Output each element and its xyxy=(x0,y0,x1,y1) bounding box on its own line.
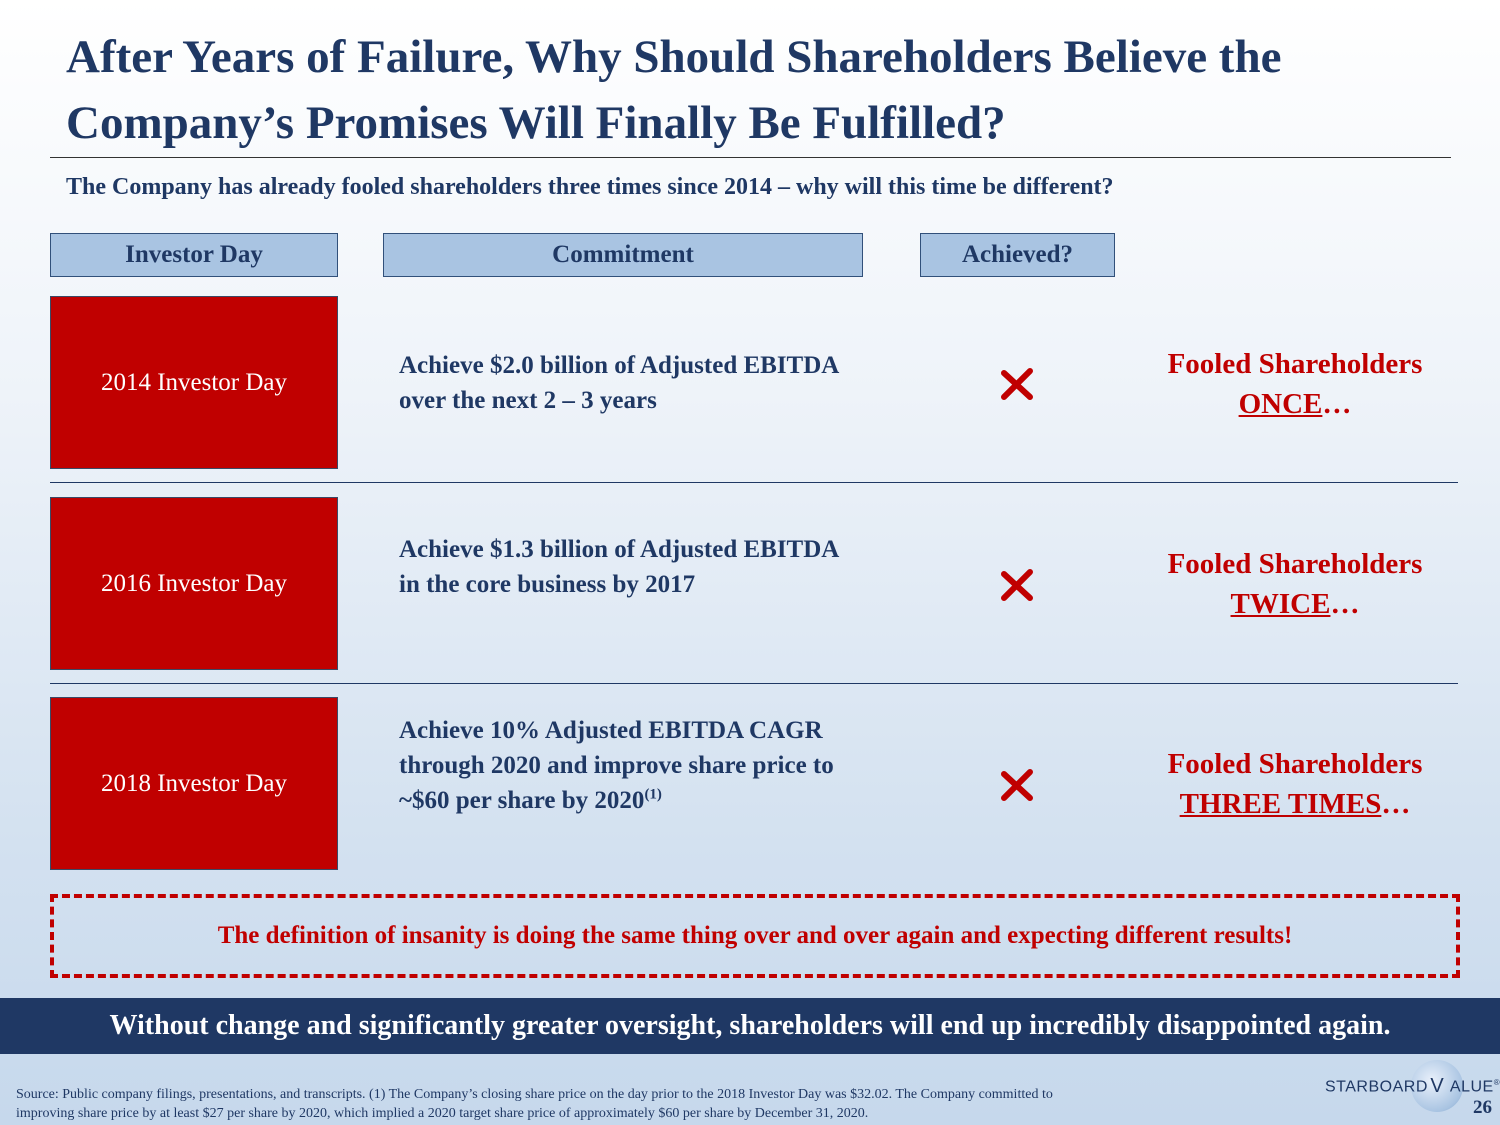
fooled-label-prefix: Fooled Shareholders xyxy=(1167,348,1423,380)
fooled-twice-label: Fooled Shareholders TWICE… xyxy=(1130,544,1460,624)
logo-word-right: ALUE xyxy=(1449,1078,1494,1096)
page-title: After Years of Failure, Why Should Share… xyxy=(66,24,1466,156)
row-divider xyxy=(50,683,1458,684)
footnote-marker: (1) xyxy=(644,786,662,803)
not-achieved-x-icon xyxy=(1001,769,1033,801)
page-number: 26 xyxy=(1473,1097,1492,1118)
subtitle: The Company has already fooled sharehold… xyxy=(66,174,1114,200)
fooled-count: TWICE xyxy=(1230,588,1331,620)
investor-day-2014-box: 2014 Investor Day xyxy=(50,296,338,469)
fooled-count: THREE TIMES xyxy=(1179,788,1382,820)
column-header-achieved: Achieved? xyxy=(920,233,1115,277)
fooled-ellipsis: … xyxy=(1322,388,1352,420)
title-line-2: Company’s Promises Will Finally Be Fulfi… xyxy=(66,97,1006,149)
logo-registered-mark: ® xyxy=(1493,1078,1500,1087)
insanity-quote: The definition of insanity is doing the … xyxy=(217,922,1293,949)
commitment-2018-text: Achieve 10% Adjusted EBITDA CAGR through… xyxy=(399,717,834,814)
fooled-once-label: Fooled Shareholders ONCE… xyxy=(1130,344,1460,424)
insanity-quote-box: The definition of insanity is doing the … xyxy=(50,894,1460,978)
column-header-investor-day: Investor Day xyxy=(50,233,338,277)
fooled-label-prefix: Fooled Shareholders xyxy=(1167,548,1423,580)
fooled-ellipsis: … xyxy=(1330,588,1360,620)
source-line-2: improving share price by at least $27 pe… xyxy=(16,1106,869,1121)
source-line-1: Source: Public company filings, presenta… xyxy=(16,1087,1053,1102)
logo-wordmark: STARBOARD ALUE® xyxy=(1325,1078,1500,1096)
fooled-three-times-label: Fooled Shareholders THREE TIMES… xyxy=(1130,744,1460,824)
investor-day-2018-box: 2018 Investor Day xyxy=(50,697,338,870)
not-achieved-x-icon xyxy=(1001,368,1033,400)
row-divider xyxy=(50,482,1458,483)
investor-day-2016-box: 2016 Investor Day xyxy=(50,497,338,670)
commitment-2018: Achieve 10% Adjusted EBITDA CAGR through… xyxy=(399,713,839,818)
commitment-2014: Achieve $2.0 billion of Adjusted EBITDA … xyxy=(399,352,838,414)
not-achieved-x-icon xyxy=(1001,569,1033,601)
fooled-ellipsis: … xyxy=(1381,788,1411,820)
starboard-value-logo: V STARBOARD ALUE® xyxy=(1325,1060,1500,1112)
fooled-count: ONCE xyxy=(1238,388,1323,420)
fooled-label-prefix: Fooled Shareholders xyxy=(1167,748,1423,780)
title-line-1: After Years of Failure, Why Should Share… xyxy=(66,31,1282,83)
logo-v-letter: V xyxy=(1430,1075,1444,1097)
column-header-commitment: Commitment xyxy=(383,233,863,277)
commitment-2016: Achieve $1.3 billion of Adjusted EBITDA … xyxy=(399,536,838,598)
conclusion-text: Without change and significantly greater… xyxy=(109,1010,1391,1041)
source-footnote: Source: Public company filings, presenta… xyxy=(16,1085,1236,1123)
title-divider xyxy=(50,157,1451,158)
logo-word-left: STARBOARD xyxy=(1325,1078,1428,1096)
conclusion-banner: Without change and significantly greater… xyxy=(0,998,1500,1054)
logo-v-circle: V xyxy=(1411,1060,1463,1112)
